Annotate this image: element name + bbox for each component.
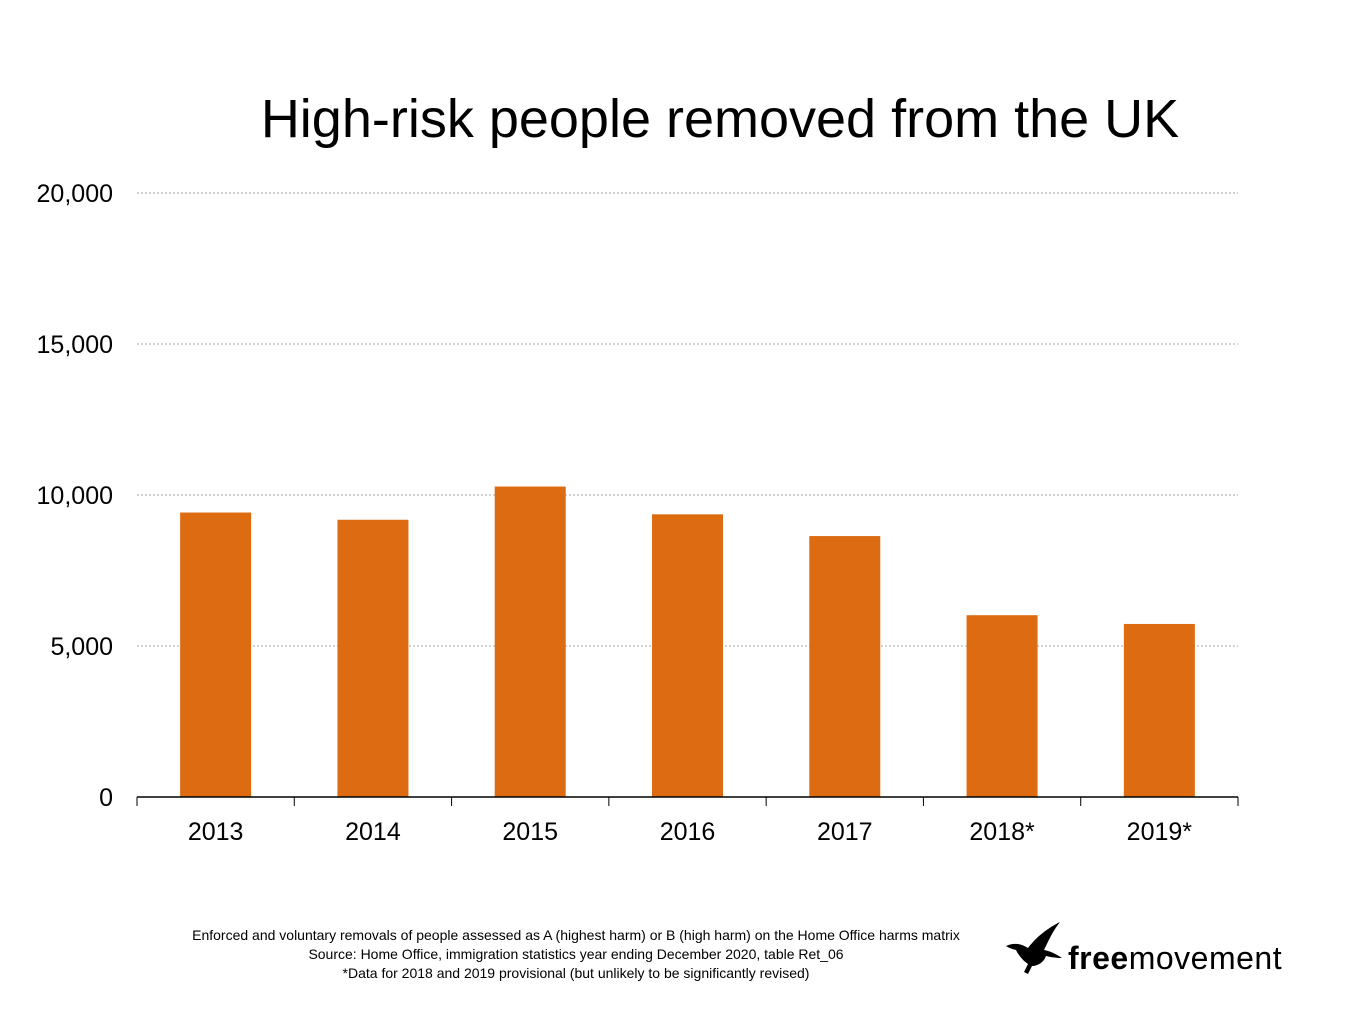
bars	[180, 486, 1195, 797]
bar	[652, 514, 723, 797]
bar	[494, 486, 566, 797]
x-axis-tick-labels: 2013 2014 2015 2016 2017 2018* 2019*	[188, 818, 1192, 846]
x-tick-label: 2017	[817, 818, 873, 846]
bar	[809, 536, 881, 797]
x-tick-label: 2018*	[969, 818, 1035, 846]
footnotes: Enforced and voluntary removals of peopl…	[0, 926, 1152, 983]
logo-text-bold: free	[1068, 940, 1129, 976]
goose-icon	[1006, 922, 1062, 974]
x-axis	[136, 796, 1239, 806]
x-tick-label: 2016	[660, 818, 716, 846]
bar	[1123, 623, 1195, 797]
footnote-source: Source: Home Office, immigration statist…	[308, 946, 844, 962]
bar	[180, 512, 252, 797]
y-tick-label: 20,000	[37, 180, 113, 208]
freemovement-logo: freemovement	[1004, 920, 1304, 980]
logo-text-regular: movement	[1128, 940, 1283, 976]
y-tick-label: 5,000	[50, 633, 113, 661]
grid-lines	[137, 192, 1238, 647]
x-tick-label: 2019*	[1127, 818, 1193, 846]
logo-wordmark: freemovement	[1068, 942, 1282, 974]
footnote-definition: Enforced and voluntary removals of peopl…	[192, 927, 960, 943]
footnote-provisional: *Data for 2018 and 2019 provisional (but…	[342, 965, 810, 981]
bar	[966, 615, 1038, 797]
y-tick-label: 10,000	[37, 482, 113, 510]
chart-title: High-risk people removed from the UK	[260, 89, 1180, 149]
x-tick-label: 2015	[502, 818, 558, 846]
bar	[337, 519, 409, 797]
y-tick-label: 0	[99, 784, 113, 812]
x-tick-label: 2013	[188, 818, 244, 846]
y-axis-tick-labels: 0 5,000 10,000 15,000 20,000	[37, 180, 113, 812]
x-tick-label: 2014	[345, 818, 401, 846]
y-tick-label: 15,000	[37, 331, 113, 359]
